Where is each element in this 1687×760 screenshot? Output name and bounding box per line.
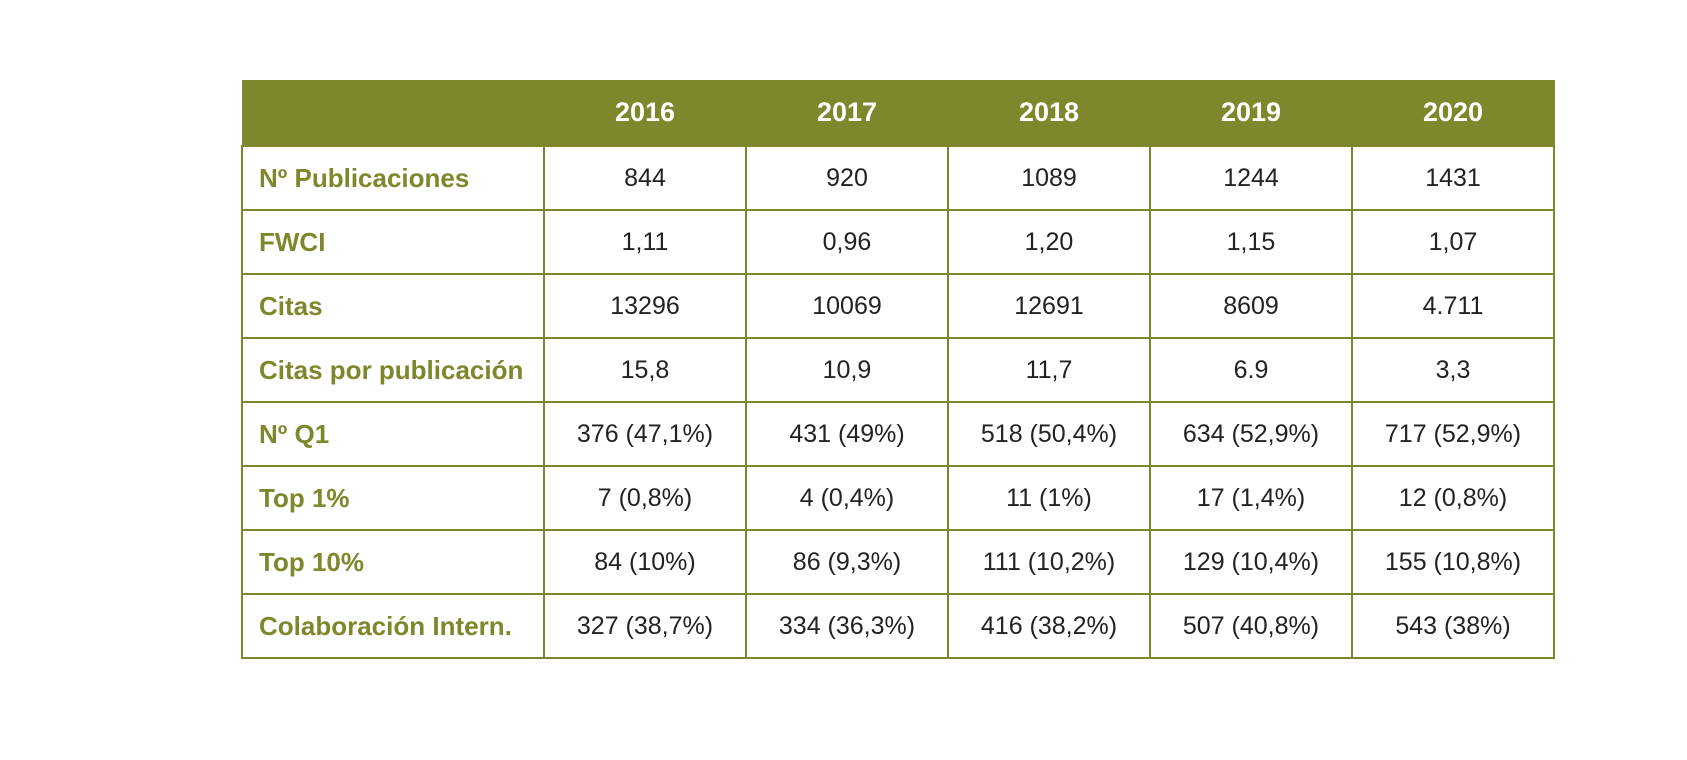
table-cell: 431 (49%) [745,401,949,467]
table-row: Nº Publicaciones 844 920 1089 1244 1431 [241,145,1555,211]
table-body: Nº Publicaciones 844 920 1089 1244 1431 … [241,145,1555,659]
table-cell: 13296 [543,273,747,339]
table-cell: 1244 [1149,145,1353,211]
table-cell: 1,15 [1149,209,1353,275]
table-cell: 1431 [1351,145,1555,211]
table-row: Colaboración Intern. 327 (38,7%) 334 (36… [241,593,1555,659]
table-cell: 327 (38,7%) [543,593,747,659]
table-cell: 6.9 [1149,337,1353,403]
table-cell: 84 (10%) [543,529,747,595]
table-cell: 1,11 [543,209,747,275]
table-cell: 334 (36,3%) [745,593,949,659]
header-cell-2016: 2016 [544,80,747,146]
table-row: Nº Q1 376 (47,1%) 431 (49%) 518 (50,4%) … [241,401,1555,467]
table-cell: 15,8 [543,337,747,403]
table-cell: 844 [543,145,747,211]
table-cell: 543 (38%) [1351,593,1555,659]
table-cell: 0,96 [745,209,949,275]
row-label: Citas [241,273,545,339]
table-row: Citas por publicación 15,8 10,9 11,7 6.9… [241,337,1555,403]
table-cell: 17 (1,4%) [1149,465,1353,531]
table-header: 2016 2017 2018 2019 2020 [242,80,1555,146]
header-cell-2020: 2020 [1352,80,1555,146]
table-cell: 376 (47,1%) [543,401,747,467]
table-cell: 11,7 [947,337,1151,403]
table-row: Citas 13296 10069 12691 8609 4.711 [241,273,1555,339]
table-cell: 416 (38,2%) [947,593,1151,659]
row-label: Top 1% [241,465,545,531]
row-label: Nº Q1 [241,401,545,467]
header-cell-2018: 2018 [948,80,1151,146]
table-row: Top 1% 7 (0,8%) 4 (0,4%) 11 (1%) 17 (1,4… [241,465,1555,531]
table-cell: 4.711 [1351,273,1555,339]
table-cell: 111 (10,2%) [947,529,1151,595]
table-cell: 634 (52,9%) [1149,401,1353,467]
table-cell: 717 (52,9%) [1351,401,1555,467]
table-cell: 7 (0,8%) [543,465,747,531]
table-row: Top 10% 84 (10%) 86 (9,3%) 111 (10,2%) 1… [241,529,1555,595]
row-label: Colaboración Intern. [241,593,545,659]
header-row: 2016 2017 2018 2019 2020 [242,80,1555,146]
table-cell: 3,3 [1351,337,1555,403]
table-cell: 518 (50,4%) [947,401,1151,467]
header-cell-2019: 2019 [1150,80,1353,146]
header-cell-2017: 2017 [746,80,949,146]
table-cell: 1,20 [947,209,1151,275]
header-cell-empty [242,80,545,146]
table-cell: 10,9 [745,337,949,403]
table-cell: 1,07 [1351,209,1555,275]
publications-stats-table: 2016 2017 2018 2019 2020 Nº Publicacione… [241,80,1555,659]
row-label: Nº Publicaciones [241,145,545,211]
row-label: FWCI [241,209,545,275]
table-cell: 155 (10,8%) [1351,529,1555,595]
table-cell: 920 [745,145,949,211]
table-cell: 507 (40,8%) [1149,593,1353,659]
table-cell: 86 (9,3%) [745,529,949,595]
table-row: FWCI 1,11 0,96 1,20 1,15 1,07 [241,209,1555,275]
table-cell: 12691 [947,273,1151,339]
row-label: Citas por publicación [241,337,545,403]
table-cell: 12 (0,8%) [1351,465,1555,531]
table-cell: 10069 [745,273,949,339]
table-cell: 129 (10,4%) [1149,529,1353,595]
table-cell: 11 (1%) [947,465,1151,531]
row-label: Top 10% [241,529,545,595]
table-cell: 8609 [1149,273,1353,339]
table-cell: 1089 [947,145,1151,211]
table-cell: 4 (0,4%) [745,465,949,531]
